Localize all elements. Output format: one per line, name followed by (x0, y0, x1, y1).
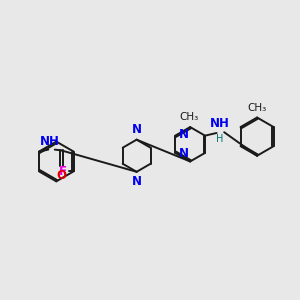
Text: O: O (56, 169, 66, 182)
Text: N: N (132, 175, 142, 188)
Text: CH₃: CH₃ (248, 103, 267, 113)
Text: CH₃: CH₃ (179, 112, 198, 122)
Text: NH: NH (40, 135, 60, 148)
Text: NH: NH (210, 117, 230, 130)
Text: N: N (132, 123, 142, 136)
Text: N: N (179, 147, 189, 160)
Text: N: N (179, 128, 189, 141)
Text: H: H (216, 134, 223, 144)
Text: F: F (59, 165, 67, 178)
